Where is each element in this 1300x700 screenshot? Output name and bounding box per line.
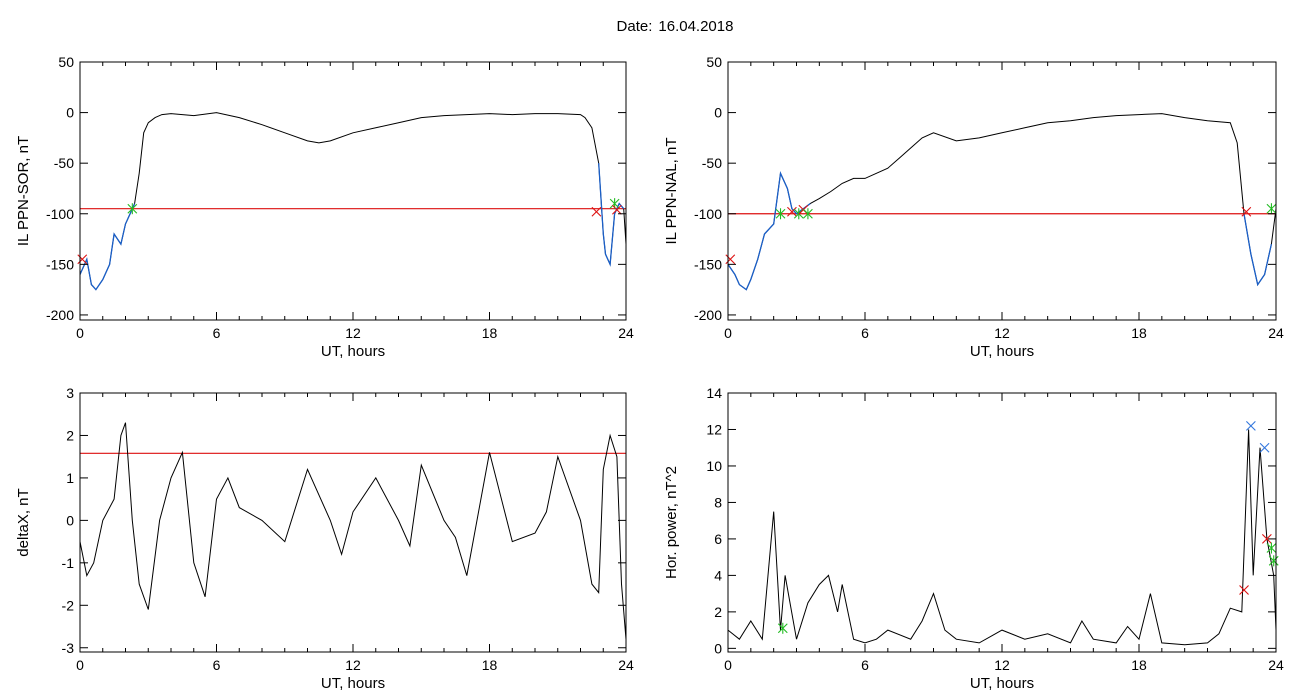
marker-green-6 [1266, 542, 1277, 554]
y-axis-label: Hor. power, nT^2 [663, 466, 680, 579]
y-tick-label: 4 [714, 567, 722, 583]
marker-blue-3 [1245, 420, 1256, 431]
x-tick-label: 18 [1131, 657, 1147, 673]
y-tick-label: -50 [702, 155, 722, 171]
x-tick-label: 0 [724, 657, 732, 673]
marker-green-1 [777, 622, 788, 634]
marker-blue-4 [1259, 442, 1270, 453]
y-axis-label: deltaX, nT [15, 488, 32, 556]
x-tick-label: 24 [1268, 657, 1284, 673]
marker-red-5 [1261, 534, 1272, 544]
plot-frame [79, 392, 627, 653]
x-tick-label: 12 [345, 657, 361, 673]
x-axis-label: UT, hours [321, 675, 385, 692]
blue-segment-2 [1243, 213, 1273, 287]
x-tick-label: 12 [994, 657, 1010, 673]
x-tick-label: 24 [1268, 325, 1284, 341]
x-tick-label: 6 [213, 657, 221, 673]
marker-red-2 [1239, 585, 1249, 595]
y-tick-label: 14 [706, 385, 722, 401]
x-tick-label: 0 [76, 325, 84, 341]
x-tick-label: 0 [76, 657, 84, 673]
y-tick-label: 50 [58, 54, 74, 70]
marker-green-2 [775, 208, 786, 220]
series-line [79, 422, 627, 640]
plot-frame [727, 61, 1277, 321]
x-tick-label: 0 [724, 325, 732, 341]
y-tick-label: 0 [66, 512, 74, 528]
x-axis-label: UT, hours [970, 343, 1034, 360]
x-tick-label: 6 [861, 325, 869, 341]
y-tick-label: -100 [694, 206, 722, 222]
plot-frame [727, 392, 1277, 653]
y-tick-label: 8 [714, 494, 722, 510]
y-tick-label: -3 [62, 640, 75, 656]
chart-panel-2: 0 6 12 18 24 -200 -150 -100 -50 0 50 UT, hours IL PP… [663, 54, 1284, 360]
x-tick-label: 6 [213, 325, 221, 341]
marker-red-1 [725, 254, 736, 265]
y-tick-label: -50 [54, 155, 74, 171]
x-tick-label: 18 [1131, 325, 1147, 341]
y-tick-label: -100 [46, 206, 74, 222]
blue-segment-1 [727, 170, 811, 291]
y-tick-label: 12 [706, 421, 722, 437]
y-tick-label: -2 [62, 597, 75, 613]
plot-frame [79, 61, 627, 321]
y-tick-label: 2 [714, 604, 722, 620]
marker-red-5 [612, 204, 622, 215]
marker-red-3 [591, 206, 602, 217]
y-tick-label: 1 [66, 470, 74, 486]
y-tick-label: 3 [66, 385, 74, 401]
y-axis-label: IL PPN-SOR, nT [15, 136, 32, 246]
x-tick-label: 6 [861, 657, 869, 673]
y-tick-label: 0 [714, 105, 722, 121]
marker-green-8 [1266, 203, 1277, 215]
x-axis-label: UT, hours [321, 343, 385, 360]
y-tick-label: 6 [714, 531, 722, 547]
date-label: Date: [616, 18, 653, 35]
x-axis-label: UT, hours [970, 675, 1034, 692]
y-tick-label: 10 [706, 458, 722, 474]
y-tick-label: 0 [66, 105, 74, 121]
x-tick-label: 24 [618, 657, 634, 673]
marker-green-6 [803, 208, 813, 220]
y-tick-label: -150 [46, 256, 74, 272]
blue-segment-1 [79, 203, 136, 291]
date-value: 16.04.2018 [658, 18, 734, 35]
series-line [79, 112, 627, 291]
y-tick-label: 0 [714, 640, 722, 656]
marker-red-7 [1241, 206, 1252, 217]
chart-panel-1: 0 6 12 18 24 -200 -150 -100 -50 0 50 UT, hours IL PP… [15, 54, 634, 360]
x-tick-label: 12 [345, 325, 361, 341]
blue-segment-2 [598, 163, 625, 267]
marker-green-7 [1268, 555, 1279, 567]
marker-green-2 [127, 203, 138, 215]
marker-red-3 [787, 206, 797, 217]
x-tick-label: 12 [994, 325, 1010, 341]
y-tick-label: 50 [706, 54, 722, 70]
y-tick-label: -200 [694, 307, 722, 323]
series-line [727, 429, 1277, 646]
y-tick-label: -200 [46, 307, 74, 323]
x-tick-label: 18 [482, 657, 498, 673]
y-tick-label: -1 [62, 555, 75, 571]
marker-red-1 [77, 254, 88, 265]
y-axis-label: IL PPN-NAL, nT [663, 138, 680, 245]
y-tick-label: -150 [694, 256, 722, 272]
y-tick-label: 2 [66, 427, 74, 443]
figure-title: Date: 16.04.2018 [0, 18, 1300, 35]
x-tick-label: 24 [618, 325, 634, 341]
x-tick-label: 18 [482, 325, 498, 341]
series-line [727, 113, 1277, 291]
